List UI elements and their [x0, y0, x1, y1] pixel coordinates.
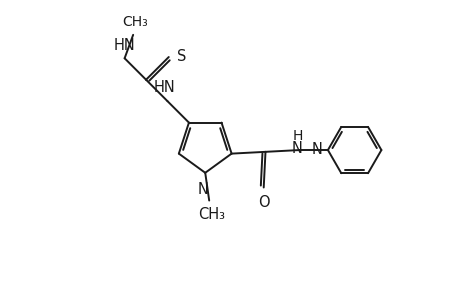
- Text: N: N: [291, 141, 302, 156]
- Text: N: N: [311, 142, 322, 157]
- Text: H: H: [291, 129, 302, 143]
- Text: S: S: [176, 49, 185, 64]
- Text: CH₃: CH₃: [197, 208, 224, 223]
- Text: O: O: [257, 195, 269, 210]
- Text: HN: HN: [153, 80, 175, 95]
- Text: HN: HN: [113, 38, 135, 53]
- Text: N: N: [197, 182, 208, 197]
- Text: CH₃: CH₃: [122, 15, 148, 29]
